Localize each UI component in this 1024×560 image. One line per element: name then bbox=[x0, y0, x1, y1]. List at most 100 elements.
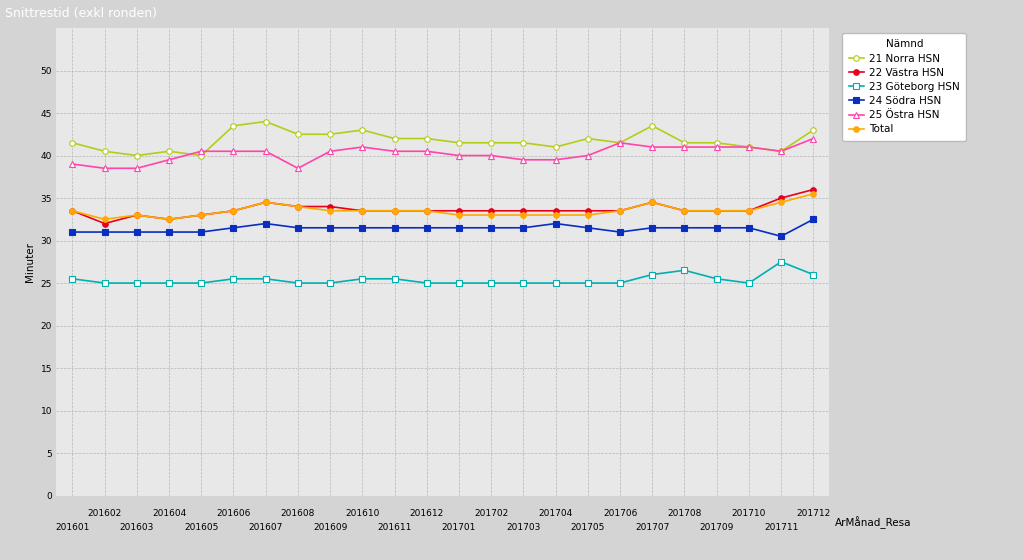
Text: 201704: 201704 bbox=[539, 510, 572, 519]
23 Göteborg HSN bbox=[324, 279, 336, 286]
24 Södra HSN bbox=[324, 225, 336, 231]
24 Södra HSN bbox=[711, 225, 723, 231]
22 Västra HSN bbox=[614, 207, 627, 214]
22 Västra HSN bbox=[453, 207, 465, 214]
23 Göteborg HSN bbox=[646, 271, 658, 278]
Text: 201702: 201702 bbox=[474, 510, 508, 519]
25 Östra HSN bbox=[807, 135, 819, 142]
Total bbox=[292, 203, 304, 210]
25 Östra HSN bbox=[388, 148, 400, 155]
Text: 201602: 201602 bbox=[87, 510, 122, 519]
22 Västra HSN bbox=[485, 207, 498, 214]
Text: 201601: 201601 bbox=[55, 524, 90, 533]
Line: 24 Södra HSN: 24 Södra HSN bbox=[70, 217, 816, 239]
21 Norra HSN bbox=[67, 139, 79, 146]
21 Norra HSN bbox=[292, 131, 304, 138]
23 Göteborg HSN bbox=[163, 279, 175, 286]
25 Östra HSN bbox=[324, 148, 336, 155]
24 Södra HSN bbox=[678, 225, 690, 231]
25 Östra HSN bbox=[742, 144, 755, 151]
22 Västra HSN bbox=[550, 207, 562, 214]
21 Norra HSN bbox=[614, 139, 627, 146]
Text: 201710: 201710 bbox=[732, 510, 766, 519]
Text: 201604: 201604 bbox=[152, 510, 186, 519]
24 Södra HSN bbox=[485, 225, 498, 231]
Text: 201707: 201707 bbox=[635, 524, 670, 533]
23 Göteborg HSN bbox=[453, 279, 465, 286]
23 Göteborg HSN bbox=[196, 279, 208, 286]
24 Södra HSN bbox=[356, 225, 369, 231]
25 Östra HSN bbox=[711, 144, 723, 151]
21 Norra HSN bbox=[485, 139, 498, 146]
Text: Snittrestid (exkl ronden): Snittrestid (exkl ronden) bbox=[5, 7, 157, 20]
24 Södra HSN bbox=[582, 225, 594, 231]
23 Göteborg HSN bbox=[356, 276, 369, 282]
Text: ArMånad_Resa: ArMånad_Resa bbox=[835, 516, 911, 529]
23 Göteborg HSN bbox=[742, 279, 755, 286]
Total bbox=[517, 212, 529, 218]
Total bbox=[582, 212, 594, 218]
Total bbox=[131, 212, 143, 218]
22 Västra HSN bbox=[196, 212, 208, 218]
22 Västra HSN bbox=[711, 207, 723, 214]
Line: 23 Göteborg HSN: 23 Göteborg HSN bbox=[70, 259, 816, 286]
23 Göteborg HSN bbox=[98, 279, 111, 286]
Total bbox=[807, 190, 819, 197]
Text: 201706: 201706 bbox=[603, 510, 637, 519]
Legend: 21 Norra HSN, 22 Västra HSN, 23 Göteborg HSN, 24 Södra HSN, 25 Östra HSN, Total: 21 Norra HSN, 22 Västra HSN, 23 Göteborg… bbox=[843, 33, 967, 141]
Text: 201711: 201711 bbox=[764, 524, 799, 533]
25 Östra HSN bbox=[421, 148, 433, 155]
24 Södra HSN bbox=[517, 225, 529, 231]
23 Göteborg HSN bbox=[711, 276, 723, 282]
Line: 25 Östra HSN: 25 Östra HSN bbox=[69, 135, 817, 172]
23 Göteborg HSN bbox=[550, 279, 562, 286]
Total bbox=[356, 207, 369, 214]
Text: 201701: 201701 bbox=[441, 524, 476, 533]
22 Västra HSN bbox=[67, 207, 79, 214]
Total bbox=[324, 207, 336, 214]
25 Östra HSN bbox=[550, 156, 562, 163]
Total bbox=[678, 207, 690, 214]
22 Västra HSN bbox=[807, 186, 819, 193]
Text: 201610: 201610 bbox=[345, 510, 380, 519]
25 Östra HSN bbox=[292, 165, 304, 171]
Total bbox=[421, 207, 433, 214]
24 Södra HSN bbox=[227, 225, 240, 231]
21 Norra HSN bbox=[453, 139, 465, 146]
22 Västra HSN bbox=[131, 212, 143, 218]
22 Västra HSN bbox=[646, 199, 658, 206]
25 Östra HSN bbox=[614, 139, 627, 146]
21 Norra HSN bbox=[421, 135, 433, 142]
Text: 201605: 201605 bbox=[184, 524, 218, 533]
Total bbox=[388, 207, 400, 214]
23 Göteborg HSN bbox=[485, 279, 498, 286]
23 Göteborg HSN bbox=[582, 279, 594, 286]
21 Norra HSN bbox=[163, 148, 175, 155]
25 Östra HSN bbox=[485, 152, 498, 159]
21 Norra HSN bbox=[517, 139, 529, 146]
21 Norra HSN bbox=[742, 144, 755, 151]
23 Göteborg HSN bbox=[614, 279, 627, 286]
21 Norra HSN bbox=[807, 127, 819, 133]
22 Västra HSN bbox=[292, 203, 304, 210]
22 Västra HSN bbox=[227, 207, 240, 214]
21 Norra HSN bbox=[227, 123, 240, 129]
25 Östra HSN bbox=[163, 156, 175, 163]
23 Göteborg HSN bbox=[517, 279, 529, 286]
24 Södra HSN bbox=[614, 228, 627, 235]
24 Södra HSN bbox=[292, 225, 304, 231]
Text: 201607: 201607 bbox=[249, 524, 283, 533]
Y-axis label: Minuter: Minuter bbox=[26, 242, 35, 282]
Total bbox=[98, 216, 111, 223]
25 Östra HSN bbox=[98, 165, 111, 171]
22 Västra HSN bbox=[742, 207, 755, 214]
25 Östra HSN bbox=[517, 156, 529, 163]
21 Norra HSN bbox=[678, 139, 690, 146]
21 Norra HSN bbox=[775, 148, 787, 155]
22 Västra HSN bbox=[163, 216, 175, 223]
23 Göteborg HSN bbox=[292, 279, 304, 286]
23 Göteborg HSN bbox=[775, 258, 787, 265]
23 Göteborg HSN bbox=[259, 276, 271, 282]
25 Östra HSN bbox=[775, 148, 787, 155]
Total bbox=[259, 199, 271, 206]
